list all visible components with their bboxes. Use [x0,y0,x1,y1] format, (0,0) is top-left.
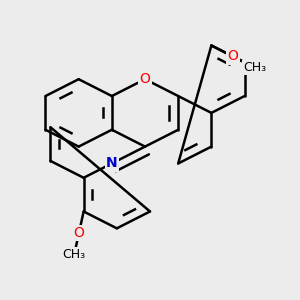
Text: O: O [227,50,239,63]
Text: O: O [74,226,84,240]
Text: N: N [106,157,118,170]
Text: CH₃: CH₃ [63,248,86,261]
Text: CH₃: CH₃ [243,61,266,74]
Text: O: O [140,72,151,86]
